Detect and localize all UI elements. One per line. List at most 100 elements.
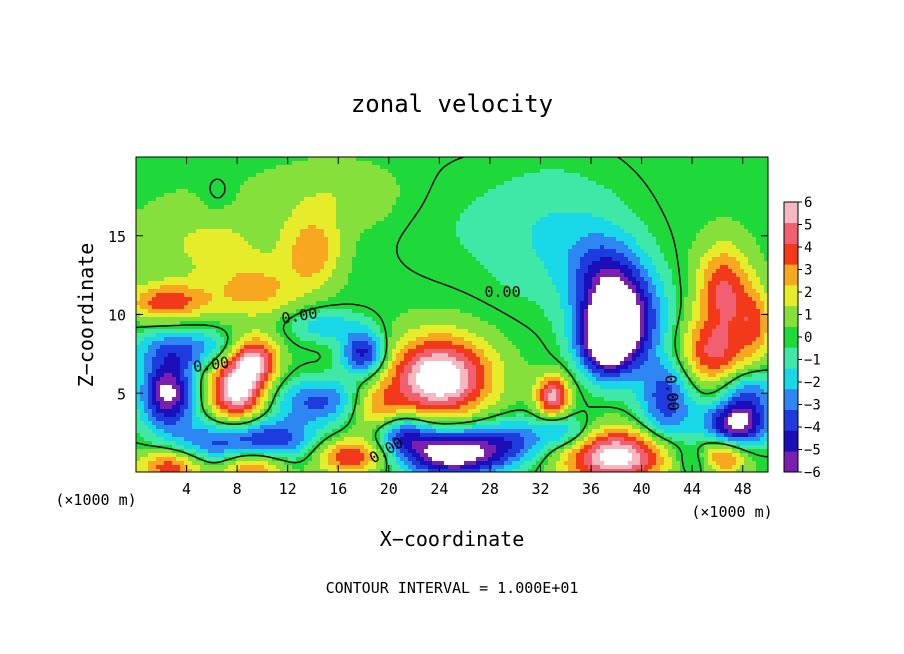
field-cell — [252, 177, 257, 182]
field-cell — [148, 157, 153, 162]
field-cell — [428, 261, 433, 266]
field-cell — [144, 277, 149, 282]
field-cell — [496, 273, 501, 278]
field-cell — [448, 265, 453, 270]
field-cell — [344, 209, 349, 214]
field-cell — [304, 229, 309, 234]
field-cell — [648, 165, 653, 170]
field-cell — [392, 229, 397, 234]
field-cell — [256, 249, 261, 254]
field-cell — [568, 245, 573, 250]
field-cell — [672, 233, 677, 238]
field-cell — [472, 189, 477, 194]
field-cell — [748, 265, 753, 270]
field-cell — [660, 241, 665, 246]
field-cell — [760, 277, 765, 282]
field-cell — [160, 281, 165, 286]
field-cell — [212, 173, 217, 178]
field-cell — [724, 157, 729, 162]
field-cell — [756, 269, 761, 274]
field-cell — [252, 205, 257, 210]
field-cell — [336, 265, 341, 270]
field-cell — [456, 253, 461, 258]
field-cell — [208, 161, 213, 166]
field-cell — [384, 189, 389, 194]
field-cell — [744, 265, 749, 270]
field-cell — [648, 265, 653, 270]
field-cell — [208, 193, 213, 198]
field-cell — [288, 181, 293, 186]
field-cell — [592, 205, 597, 210]
field-cell — [368, 193, 373, 198]
field-cell — [360, 277, 365, 282]
field-cell — [612, 177, 617, 182]
field-cell — [476, 201, 481, 206]
field-cell — [572, 265, 577, 270]
field-cell — [248, 265, 253, 270]
field-cell — [324, 257, 329, 262]
field-cell — [216, 189, 221, 194]
field-cell — [720, 233, 725, 238]
field-cell — [316, 233, 321, 238]
field-cell — [440, 225, 445, 230]
field-cell — [544, 185, 549, 190]
field-cell — [736, 169, 741, 174]
field-cell — [324, 245, 329, 250]
field-cell — [460, 197, 465, 202]
field-cell — [360, 209, 365, 214]
field-cell — [596, 209, 601, 214]
field-cell — [636, 193, 641, 198]
field-cell — [540, 245, 545, 250]
field-cell — [160, 225, 165, 230]
field-cell — [640, 165, 645, 170]
field-cell — [712, 221, 717, 226]
field-cell — [752, 213, 757, 218]
field-cell — [748, 165, 753, 170]
field-cell — [536, 217, 541, 222]
field-cell — [536, 237, 541, 242]
field-cell — [436, 177, 441, 182]
field-cell — [720, 277, 725, 282]
field-cell — [200, 257, 205, 262]
field-cell — [548, 197, 553, 202]
field-cell — [304, 205, 309, 210]
field-cell — [268, 221, 273, 226]
field-cell — [184, 201, 189, 206]
field-cell — [484, 233, 489, 238]
field-cell — [408, 229, 413, 234]
field-cell — [604, 269, 609, 274]
field-cell — [664, 253, 669, 258]
field-cell — [384, 229, 389, 234]
field-cell — [424, 273, 429, 278]
field-cell — [168, 269, 173, 274]
field-cell — [600, 253, 605, 258]
field-cell — [576, 205, 581, 210]
field-cell — [420, 181, 425, 186]
field-cell — [604, 277, 609, 282]
field-cell — [580, 273, 585, 278]
field-cell — [512, 173, 517, 178]
field-cell — [616, 225, 621, 230]
field-cell — [276, 269, 281, 274]
field-cell — [484, 277, 489, 282]
field-cell — [636, 249, 641, 254]
field-cell — [696, 221, 701, 226]
field-cell — [480, 169, 485, 174]
field-cell — [696, 257, 701, 262]
field-cell — [624, 273, 629, 278]
field-cell — [296, 281, 301, 286]
field-cell — [452, 253, 457, 258]
field-cell — [560, 265, 565, 270]
field-cell — [680, 193, 685, 198]
field-cell — [524, 173, 529, 178]
field-cell — [464, 213, 469, 218]
field-cell — [144, 169, 149, 174]
field-cell — [704, 201, 709, 206]
field-cell — [732, 173, 737, 178]
field-cell — [184, 205, 189, 210]
field-cell — [308, 237, 313, 242]
field-cell — [268, 213, 273, 218]
field-cell — [292, 241, 297, 246]
field-cell — [424, 265, 429, 270]
field-cell — [700, 157, 705, 162]
